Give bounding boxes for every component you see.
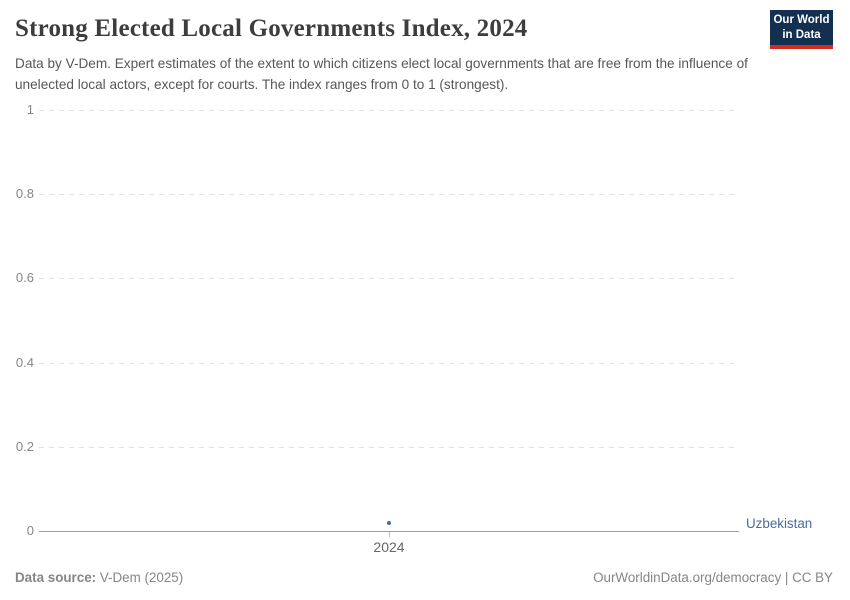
y-gridline	[39, 110, 739, 111]
owid-logo[interactable]: Our World in Data	[770, 10, 833, 49]
y-axis-tick-label: 0	[26, 523, 34, 538]
x-axis-line	[39, 531, 739, 532]
y-gridline	[39, 363, 739, 364]
footer: Data source: V-Dem (2025) OurWorldinData…	[15, 569, 833, 586]
y-gridline	[39, 447, 739, 448]
owid-logo-line1: Our World	[773, 14, 830, 26]
y-axis-tick-label: 0.2	[15, 439, 34, 454]
x-axis-tick	[388, 531, 390, 537]
plot-area: 2024 Uzbekistan 0 0.2 0.4 0.6 0.8 1	[16, 102, 812, 555]
footer-credit-link[interactable]: OurWorldinData.org/democracy | CC BY	[593, 570, 833, 585]
data-point-uzbekistan-2024[interactable]	[387, 520, 391, 525]
y-axis-tick-label: 1	[26, 102, 34, 117]
x-axis-tick-label: 2024	[373, 539, 405, 555]
y-gridline	[39, 194, 739, 195]
footer-source-value: V-Dem (2025)	[99, 570, 184, 585]
y-axis-tick-label: 0.4	[15, 355, 34, 370]
entity-label-uzbekistan[interactable]: Uzbekistan	[746, 515, 813, 531]
y-axis-tick-label: 0.8	[15, 186, 34, 201]
chart-subtitle: Data by V-Dem. Expert estimates of the e…	[15, 56, 748, 92]
owid-logo-line2: in Data	[782, 29, 821, 41]
y-gridline	[39, 278, 739, 279]
footer-source-label: Data source:	[15, 570, 97, 585]
footer-source: Data source: V-Dem (2025)	[15, 569, 183, 586]
chart-title: Strong Elected Local Governments Index, …	[15, 15, 528, 42]
y-axis-tick-label: 0.6	[15, 270, 34, 285]
